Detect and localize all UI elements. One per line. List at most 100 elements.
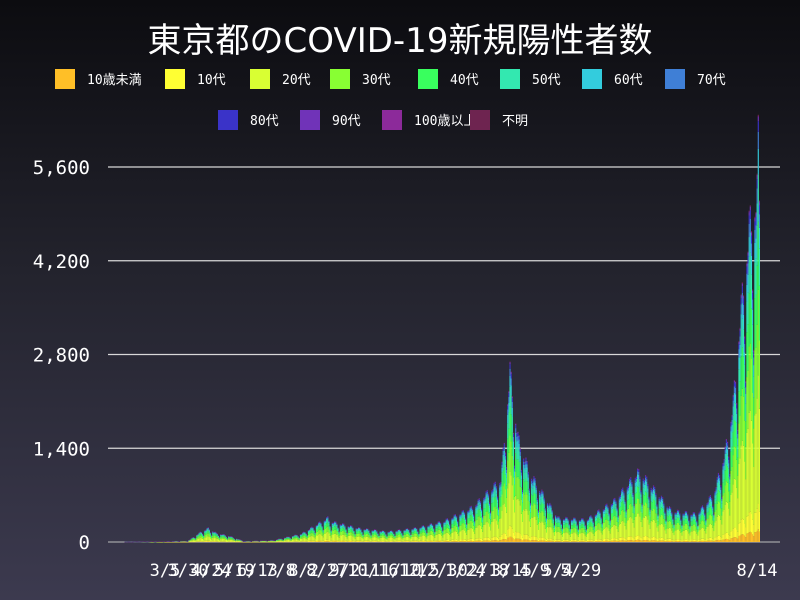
bar-segment xyxy=(570,539,573,542)
bar-segment xyxy=(573,527,575,533)
bar-segment xyxy=(451,527,453,533)
bar-segment xyxy=(560,524,562,525)
bar-segment xyxy=(562,539,565,542)
bar-segment xyxy=(582,519,584,521)
bar-segment xyxy=(429,534,431,541)
bar-segment xyxy=(476,519,478,528)
bar-segment xyxy=(511,416,513,433)
bar-segment xyxy=(462,510,464,512)
bar-segment xyxy=(356,530,358,532)
bar-segment xyxy=(355,530,357,532)
bar-segment xyxy=(502,450,504,455)
bar-segment xyxy=(531,478,533,480)
bar-segment xyxy=(343,524,345,525)
bar-segment xyxy=(535,485,537,487)
bar-segment xyxy=(482,517,484,519)
bar-segment xyxy=(590,515,592,517)
bar-segment xyxy=(504,474,507,490)
bar-segment xyxy=(313,540,315,542)
bar-segment xyxy=(547,508,549,513)
bar-segment xyxy=(380,533,382,536)
bar-segment xyxy=(503,444,505,447)
bar-segment xyxy=(421,526,423,527)
bar-segment xyxy=(465,541,467,542)
bar-segment xyxy=(590,518,592,522)
bar-segment xyxy=(215,536,217,539)
bar-segment xyxy=(384,534,386,536)
bar-segment xyxy=(518,478,520,501)
bar-segment xyxy=(452,539,454,542)
bar-segment xyxy=(537,511,540,513)
bar-segment xyxy=(466,540,468,542)
bar-segment xyxy=(293,538,295,540)
bar-segment xyxy=(562,541,565,542)
bar-segment xyxy=(454,516,456,518)
bar-segment xyxy=(413,529,415,532)
bar-segment xyxy=(321,540,323,542)
bar-segment xyxy=(446,518,448,520)
bar-segment xyxy=(514,539,516,542)
bar-segment xyxy=(552,521,554,524)
bar-segment xyxy=(515,538,517,542)
bar-segment xyxy=(386,536,388,538)
bar-segment xyxy=(391,535,393,538)
bar-segment xyxy=(565,523,567,528)
bar-segment xyxy=(346,541,348,542)
bar-segment xyxy=(577,532,579,535)
bar-segment xyxy=(412,540,414,542)
bar-segment xyxy=(500,486,502,491)
bar-segment xyxy=(485,498,487,504)
bar-segment xyxy=(451,539,453,542)
bar-segment xyxy=(449,524,451,526)
bar-segment xyxy=(566,541,568,542)
bar-segment xyxy=(523,458,525,460)
bar-segment xyxy=(379,537,381,542)
bar-segment xyxy=(324,541,327,542)
bar-segment xyxy=(230,537,232,539)
bar-segment xyxy=(525,464,527,470)
bar-segment xyxy=(558,531,560,540)
bar-segment xyxy=(372,535,374,538)
bar-segment xyxy=(209,538,212,542)
bar-segment xyxy=(529,538,532,541)
bar-segment xyxy=(436,531,438,535)
bar-segment xyxy=(520,470,522,473)
bar-segment xyxy=(560,540,562,542)
bar-segment xyxy=(491,490,493,492)
bar-segment xyxy=(556,539,558,542)
bar-segment xyxy=(494,484,496,487)
bar-segment xyxy=(496,537,499,541)
bar-segment xyxy=(455,518,458,520)
bar-segment xyxy=(490,541,492,542)
bar-segment xyxy=(409,533,411,535)
bar-segment xyxy=(580,521,582,522)
bar-segment xyxy=(339,531,341,536)
bar-segment xyxy=(450,533,452,537)
bar-segment xyxy=(401,541,403,542)
bar-segment xyxy=(524,462,526,463)
bar-segment xyxy=(437,541,439,542)
bar-segment xyxy=(373,532,376,535)
bar-segment xyxy=(353,535,355,538)
bar-segment xyxy=(556,517,558,518)
bar-segment xyxy=(569,529,571,530)
bar-segment xyxy=(510,371,512,373)
bar-segment xyxy=(345,529,347,531)
bar-segment xyxy=(514,484,516,497)
bar-segment xyxy=(558,526,560,532)
bar-segment xyxy=(479,511,481,518)
bar-segment xyxy=(465,539,467,542)
bar-segment xyxy=(221,537,223,540)
bar-segment xyxy=(529,518,532,527)
bar-segment xyxy=(283,540,286,542)
bar-segment xyxy=(585,540,587,542)
bar-segment xyxy=(381,537,384,541)
bar-segment xyxy=(533,481,535,486)
bar-segment xyxy=(542,537,544,541)
bar-segment xyxy=(548,505,550,507)
bar-segment xyxy=(582,527,584,533)
bar-segment xyxy=(421,535,423,541)
bar-segment xyxy=(588,519,590,520)
bar-segment xyxy=(566,517,568,519)
bar-segment xyxy=(304,532,306,534)
